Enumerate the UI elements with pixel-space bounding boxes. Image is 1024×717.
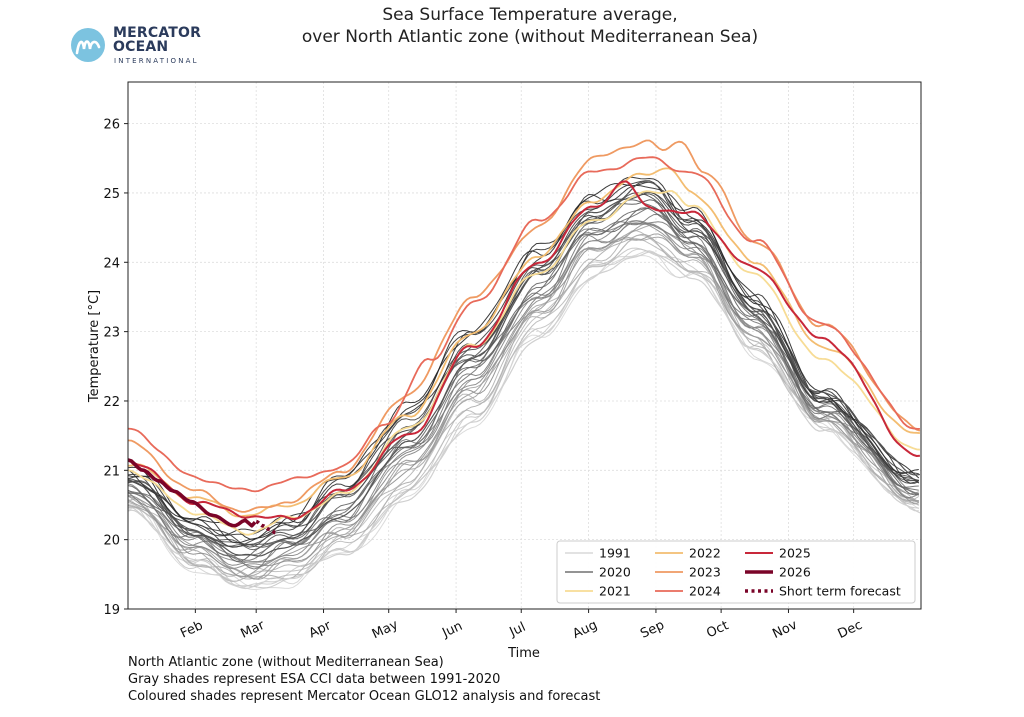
x-tick-label: Oct [704,618,731,641]
series-lines [127,139,921,590]
series-line-2021 [127,190,920,536]
x-axis-ticks: Feb Mar Apr May Jun Jul Aug Sep Oct Nov Dec [178,609,865,642]
logo-line-2: OCEAN [113,39,169,55]
y-tick-label: 22 [103,395,120,410]
footer-notes: North Atlantic zone (without Mediterrane… [128,654,600,705]
legend-label: 2020 [599,565,631,580]
x-tick-label: Feb [178,618,205,641]
footer-line-3: Coloured shades represent Mercator Ocean… [128,689,601,704]
x-tick-label: Jul [507,620,528,641]
legend-label: 2023 [689,565,721,580]
footer-line-2: Gray shades represent ESA CCI data betwe… [128,672,501,687]
legend-box [556,540,916,604]
x-tick-label: Sep [638,618,667,642]
y-tick-label: 20 [103,534,120,549]
legend-label: 2024 [689,584,721,599]
legend-label: 2026 [779,565,811,580]
logo-line-3: INTERNATIONAL [114,57,199,65]
legend-label: 1991 [599,546,631,561]
x-axis-label: Time [507,646,540,661]
y-axis-ticks: 19 20 21 22 23 24 25 26 [103,118,128,618]
legend: 1991 2020 2021 2022 2023 2024 2025 2026 Short te… [556,540,916,604]
x-tick-label: Apr [307,618,334,641]
legend-label: 2025 [779,546,811,561]
mercator-wave-icon [71,28,105,62]
chart-title-line-1: Sea Surface Temperature average, [382,5,678,25]
y-tick-label: 23 [103,326,120,341]
series-line-2026 [127,458,257,528]
climatology-year-line [127,254,920,591]
series-line-2024 [127,156,920,493]
series-line-2022 [127,167,920,518]
x-tick-label: Jun [439,619,465,642]
plot-area [128,82,921,609]
y-tick-label: 19 [103,603,120,618]
climatology-year-line [127,222,919,578]
x-tick-label: Nov [770,618,800,642]
climatology-year-line [127,220,919,570]
y-axis-label: Temperature [°C] [87,290,102,403]
y-tick-label: 21 [103,464,120,479]
series-line-2020 [127,181,920,557]
x-tick-label: May [370,617,401,642]
legend-label: 2021 [599,584,631,599]
series-line-1991 [127,251,921,590]
footer-line-1: North Atlantic zone (without Mediterrane… [128,655,444,670]
y-tick-label: 25 [103,187,120,202]
series-line-2025 [127,180,920,521]
legend-label: 2022 [689,546,721,561]
climatology-year-line [127,207,919,557]
mercator-ocean-logo: MERCATOR OCEAN INTERNATIONAL [70,26,210,70]
climatology-year-line [127,181,920,540]
y-tick-label: 26 [103,118,120,133]
plot-frame [127,81,922,610]
x-tick-label: Dec [836,618,865,642]
logo-line-1: MERCATOR [113,25,202,41]
chart-title-line-2: over North Atlantic zone (without Medite… [301,27,759,47]
legend-label: Short term forecast [779,584,901,599]
x-tick-label: Aug [570,618,599,642]
x-tick-label: Mar [238,618,267,642]
chart-title: Sea Surface Temperature average, over No… [230,4,830,48]
y-tick-label: 24 [103,256,120,271]
climatology-year-line [127,234,919,582]
